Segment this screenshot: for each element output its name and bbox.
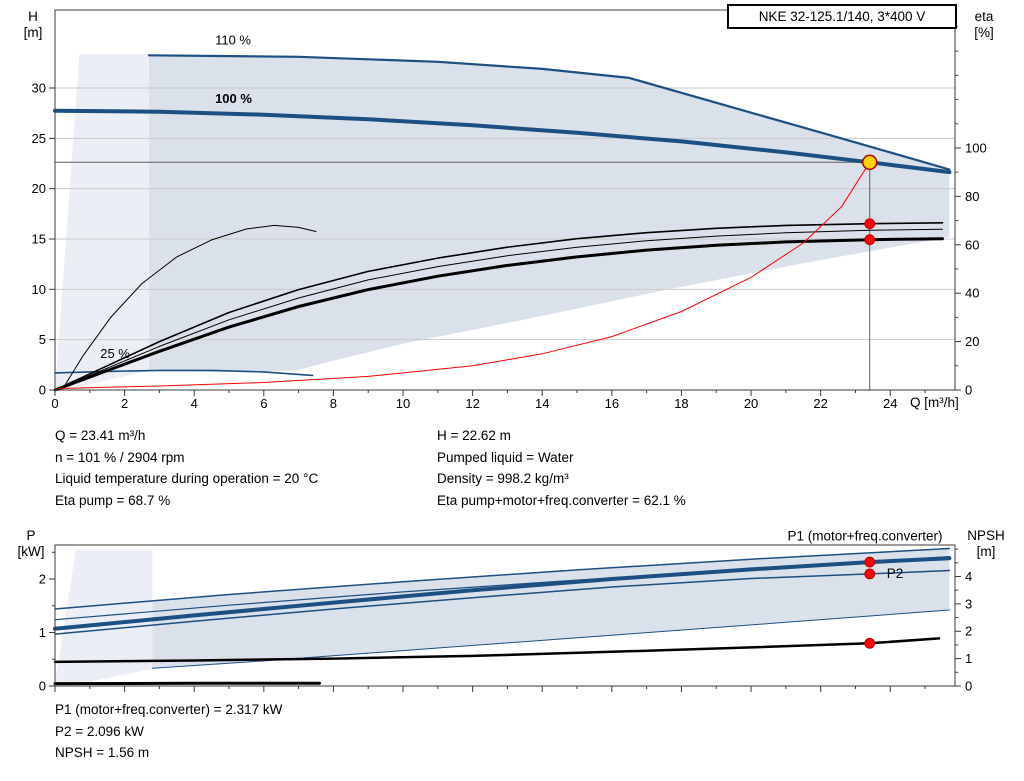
npsh-curve	[53, 637, 941, 664]
x-tick-label: 22	[813, 396, 827, 411]
operating-data-right-column: H = 22.62 m Pumped liquid = Water Densit…	[437, 425, 686, 511]
right-axis-quantity-label: NPSH	[967, 528, 1005, 543]
y-right-tick-label: 80	[965, 189, 979, 204]
hq-chart: 0 2 4 6 8 10 12 14 16 18 20 22 240510152025300204060…	[24, 9, 994, 411]
y-left-tick-label: 5	[39, 332, 46, 347]
x-tick-label: 6	[260, 396, 267, 411]
y-right-tick-label: 60	[965, 237, 979, 252]
y-right-tick-label: 2	[965, 624, 972, 639]
info-line-npsh: NPSH = 1.56 m	[55, 745, 150, 760]
y-left-tick-label: 0	[39, 383, 46, 398]
label-110pct: 110 %	[215, 33, 251, 48]
x-tick-label: 18	[674, 396, 688, 411]
power-npsh-chart: 0 1 2 0 1 2 3 4 P1 (motor+freq.converter) P2 P[kW]…	[18, 528, 1005, 694]
curve-100pct	[53, 108, 952, 175]
curve-110pct	[147, 54, 951, 171]
y-left-tick-label: 10	[32, 282, 46, 297]
eta-mid-curve	[54, 228, 943, 391]
p1-110pct-curve	[54, 547, 951, 610]
eta-total-curve	[53, 237, 944, 392]
chart-frame	[54, 544, 956, 687]
info-line-head: H = 22.62 m	[437, 428, 511, 443]
operating-envelope	[149, 55, 950, 372]
y-right-tick-label: 100	[965, 140, 987, 155]
info-line-eta-total: Eta pump+motor+freq.converter = 62.1 %	[437, 492, 686, 508]
duty-point	[861, 154, 878, 171]
p2-point	[864, 568, 876, 580]
info-line-speed: n = 101 % / 2904 rpm	[55, 449, 185, 465]
info-line-liquid: Pumped liquid = Water	[437, 449, 574, 465]
x-tick-label: 10	[396, 396, 410, 411]
operating-data-left-column: Q = 23.41 m³/h n = 101 % / 2904 rpm Liqu…	[55, 425, 318, 511]
eta-pump-curve	[54, 222, 944, 391]
power-data-block: P1 (motor+freq.converter) = 2.317 kW P2 …	[55, 699, 282, 764]
y-right-tick-label: 20	[965, 334, 979, 349]
info-line-density: Density = 998.2 kg/m³	[437, 471, 569, 486]
y-right-tick-label: 40	[965, 286, 979, 301]
y-right-tick-label: 4	[965, 569, 972, 584]
x-tick-label: 8	[330, 396, 337, 411]
y-left-tick-label: 30	[32, 81, 46, 96]
y-left-tick-label: 20	[32, 181, 46, 196]
y-right-tick-label: 3	[965, 596, 972, 611]
p-band-lower-edge	[151, 609, 950, 669]
x-tick-label: 2	[121, 396, 128, 411]
left-axis-quantity-label: H	[28, 9, 38, 24]
x-tick-label: 0	[51, 396, 58, 411]
chart-frame	[54, 9, 956, 391]
x-tick-label: 14	[535, 396, 549, 411]
info-line-eta-pump: Eta pump = 68.7 %	[55, 492, 171, 508]
eta-curve-25pct	[61, 224, 317, 391]
x-tick-label: 16	[605, 396, 619, 411]
y-left-tick-label: 2	[39, 572, 46, 587]
label-100pct: 100 %	[215, 91, 252, 106]
pump-title: NKE 32-125.1/140, 3*400 V	[758, 9, 926, 24]
left-axis-unit-label: [kW]	[18, 544, 45, 559]
info-line-p1: P1 (motor+freq.converter) = 2.317 kW	[55, 702, 283, 717]
y-right-tick-label: 0	[965, 679, 972, 694]
label-p2: P2	[887, 566, 904, 581]
label-p1: P1 (motor+freq.converter)	[788, 529, 943, 544]
npsh-point	[864, 637, 876, 649]
eta-pump-point	[864, 218, 876, 230]
x-axis-label: Q [m³/h]	[910, 395, 959, 410]
info-line-p2: P2 = 2.096 kW	[55, 723, 144, 739]
eta-total-point	[864, 234, 876, 246]
y-left-tick-label: 25	[32, 131, 46, 146]
y-right-tick-label: 1	[965, 651, 972, 666]
x-tick-label: 20	[744, 396, 758, 411]
p1-point	[864, 556, 876, 568]
x-tick-label: 24	[883, 396, 897, 411]
y-right-tick-label: 0	[965, 383, 972, 398]
right-axis-unit-label: [%]	[974, 25, 994, 40]
y-left-tick-label: 0	[39, 679, 46, 694]
right-axis-unit-label: [m]	[977, 544, 996, 559]
control-curve	[58, 161, 871, 389]
p1-curve	[53, 556, 952, 631]
left-axis-unit-label: [m]	[24, 25, 43, 40]
y-left-tick-label: 1	[39, 625, 46, 640]
p2-curve	[54, 569, 951, 635]
x-tick-label: 4	[191, 396, 198, 411]
left-axis-quantity-label: P	[26, 528, 35, 543]
label-25pct: 25 %	[100, 346, 130, 361]
info-line-q: Q = 23.41 m³/h	[55, 428, 146, 443]
y-left-tick-label: 15	[32, 232, 46, 247]
right-axis-quantity-label: eta	[975, 9, 994, 24]
info-line-temperature: Liquid temperature during operation = 20…	[55, 471, 319, 486]
x-tick-label: 12	[465, 396, 479, 411]
pump-title-box: NKE 32-125.1/140, 3*400 V	[727, 4, 957, 29]
